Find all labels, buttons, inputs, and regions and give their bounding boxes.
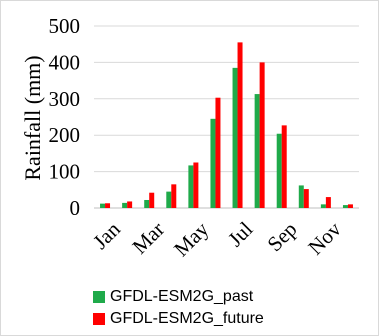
- bar-future-nov: [325, 197, 331, 208]
- bar-future-apr: [171, 184, 177, 208]
- legend-item-past: GFDL-ESM2G_past: [93, 286, 264, 308]
- bar-future-sep: [281, 125, 287, 208]
- x-tick-label: May: [169, 217, 214, 262]
- bar-future-aug: [259, 62, 265, 209]
- bar-past-oct: [298, 185, 304, 208]
- y-tick-label: 200: [49, 123, 81, 147]
- bar-past-nov: [320, 204, 326, 208]
- x-tick-label: Nov: [303, 217, 346, 260]
- bar-past-feb: [122, 202, 128, 208]
- bar-past-mar: [144, 199, 150, 208]
- bar-past-jul: [232, 67, 238, 208]
- bar-past-may: [188, 165, 194, 208]
- bar-past-apr: [166, 191, 172, 208]
- bars: [100, 42, 353, 209]
- bar-future-mar: [149, 192, 155, 208]
- bar-past-aug: [254, 94, 260, 208]
- gridlines: [94, 25, 359, 209]
- legend-swatch-past: [93, 291, 105, 303]
- legend-item-future: GFDL-ESM2G_future: [93, 308, 264, 330]
- x-tick-label: Mar: [127, 217, 169, 259]
- bar-future-feb: [127, 201, 133, 208]
- bar-future-jul: [237, 42, 243, 208]
- y-tick-label: 500: [49, 14, 81, 38]
- y-axis-title: Rainfall (mm): [20, 55, 45, 180]
- legend: GFDL-ESM2G_past GFDL-ESM2G_future: [93, 286, 264, 330]
- legend-label-future: GFDL-ESM2G_future: [110, 310, 264, 327]
- y-tick-label: 0: [70, 196, 81, 220]
- y-tick-label: 300: [49, 87, 81, 111]
- bar-future-oct: [303, 189, 309, 208]
- bar-past-jan: [100, 203, 106, 208]
- legend-swatch-future: [93, 313, 105, 325]
- x-tick-label: Jul: [223, 217, 257, 251]
- bar-past-dec: [342, 205, 348, 208]
- legend-label-past: GFDL-ESM2G_past: [110, 288, 254, 305]
- y-tick-label: 100: [49, 160, 81, 184]
- bar-future-jan: [105, 203, 111, 208]
- y-tick-labels: 0 100 200 300 400 500: [49, 14, 81, 220]
- bar-future-jun: [215, 97, 221, 208]
- y-tick-label: 400: [49, 50, 81, 74]
- x-tick-label: Sep: [262, 217, 301, 256]
- x-tick-labels: Jan Mar May Jul Sep Nov: [88, 217, 346, 262]
- bar-past-sep: [276, 133, 282, 208]
- bar-past-jun: [210, 118, 216, 208]
- bar-future-may: [193, 162, 199, 208]
- bar-future-dec: [347, 204, 353, 208]
- x-tick-label: Jan: [88, 217, 125, 254]
